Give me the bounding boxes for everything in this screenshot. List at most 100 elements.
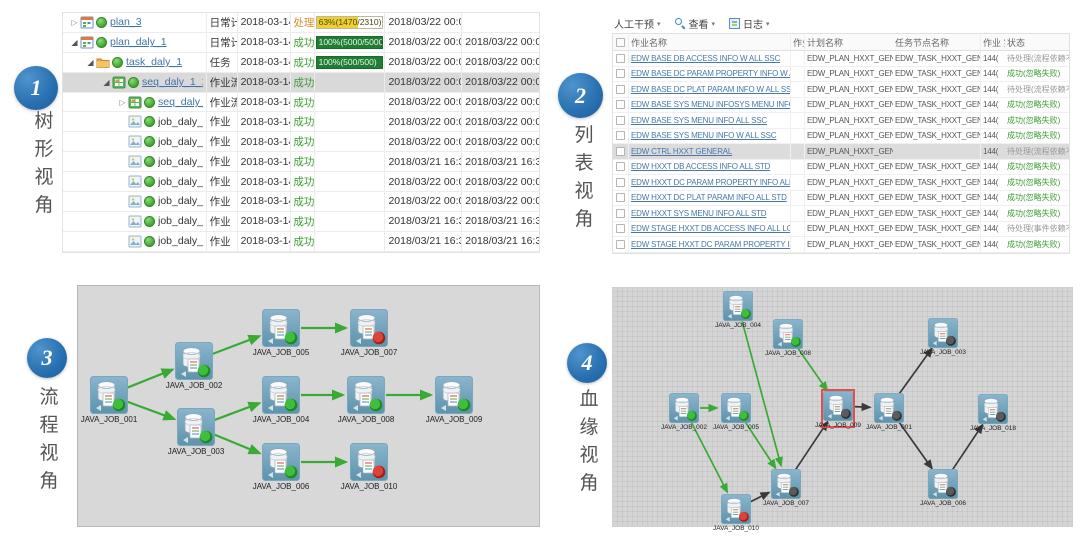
expand-toggle-icon[interactable]: ◢ [103,77,110,87]
row-checkbox[interactable] [616,177,625,187]
header-plan-name[interactable]: 计划名称 [807,37,844,48]
list-row[interactable]: EDW STAGE HXXT DB ACCESS INFO ALL LOAD ED… [613,221,1069,237]
job-node-JAVA_JOB_002[interactable]: JAVA_JOB_002 [166,342,222,390]
job-name-link[interactable]: EDW BASE DB ACCESS INFO W ALL SSC [631,53,781,63]
toolbar-button-查看[interactable]: 查看 ▾ [674,16,715,31]
list-row[interactable]: EDW BASE DB ACCESS INFO W ALL SSC EDW_PLA… [613,51,1069,67]
job-node-JAVA_JOB_005[interactable]: JAVA_JOB_005 [253,309,309,357]
job-node-JAVA_JOB_006[interactable]: JAVA_JOB_006 [920,469,966,507]
job-name-link[interactable]: EDW HXXT DB ACCESS INFO ALL STD [631,162,771,172]
job-name-link[interactable]: EDW BASE SYS MENU INFOSYS MENU INFO ALL … [631,100,790,110]
header-task-node-name[interactable]: 任务节点名称 [893,34,981,50]
toolbar-button-label: 人工干预 [614,20,654,31]
job-name-link[interactable]: EDW BASE SYS MENU INFO ALL SSC [631,115,767,125]
row-checkbox[interactable] [616,208,625,218]
row-checkbox[interactable] [616,53,625,63]
job-node-label: JAVA_JOB_010 [340,482,398,491]
job-node-JAVA_JOB_004[interactable]: JAVA_JOB_004 [253,376,309,424]
tree-row[interactable]: ◢ task_daly_1 任务 2018-03-14 成功 100%(500/500) 2… [63,52,539,73]
job-node-JAVA_JOB_007[interactable]: JAVA_JOB_007 [763,469,809,507]
row-checkbox[interactable] [616,131,625,141]
job-node-JAVA_JOB_009[interactable]: JAVA_JOB_009 [426,376,482,424]
tree-row[interactable]: ▷ plan_3 日常计划2018-03-14处理中63%(1470/2310)20… [63,13,539,33]
tree-item-name[interactable]: seq_daly_1_1 [142,76,203,89]
tree-end-time-cell: 2018/03/22 00:09:13 [465,36,540,49]
expand-toggle-icon[interactable]: ◢ [71,37,78,47]
list-row[interactable]: EDW HXXT SYS MENU INFO ALL STD EDW_PLAN_H… [613,206,1069,222]
tree-status-cell: 成功 [291,192,315,211]
job-node-JAVA_JOB_007[interactable]: JAVA_JOB_007 [341,309,397,357]
job-node-JAVA_JOB_018[interactable]: JAVA_JOB_018 [970,394,1016,432]
job-node-JAVA_JOB_010[interactable]: JAVA_JOB_010 [341,443,397,491]
job-name-link[interactable]: EDW HXXT DC PLAT PARAM INFO ALL STD [631,193,787,203]
view-label-char: 视 [39,443,59,464]
tree-row[interactable]: ◢ plan_daly_1 日常计划2018-03-14成功100%(5000/50… [63,32,540,53]
job-name-link[interactable]: EDW BASE DC PLAT PARAM INFO W ALL SSC [631,84,791,94]
header-status[interactable]: 状态 [1007,37,1026,48]
tree-item-name[interactable]: plan_3 [110,16,142,29]
row-checkbox[interactable] [616,224,625,234]
job-node-JAVA_JOB_003[interactable]: JAVA_JOB_003 [920,318,966,356]
tree-item-name[interactable]: plan_daly_1 [110,36,167,49]
job-node-JAVA_JOB_009[interactable]: JAVA_JOB_009 [815,389,861,429]
tree-item-name[interactable]: task_daly_1 [126,56,183,69]
row-checkbox[interactable] [616,146,625,156]
job-node-JAVA_JOB_002[interactable]: JAVA_JOB_002 [661,393,707,431]
job-name-link[interactable]: EDW BASE SYS MENU INFO W ALL SSC [631,131,777,141]
list-row[interactable]: EDW HXXT DC PARAM PROPERTY INFO ALL STD E… [613,175,1069,191]
job-name-link[interactable]: EDW HXXT SYS MENU INFO ALL STD [631,208,767,218]
list-row[interactable]: EDW BASE SYS MENU INFO W ALL SSC EDW_PLAN… [613,128,1069,144]
tree-progress-cell [315,152,386,172]
list-row[interactable]: EDW BASE DC PARAM PROPERTY INFO W ALL SS… [613,66,1069,82]
header-instance[interactable]: 作业 实例 [983,37,1005,48]
job-name-link[interactable]: EDW BASE DC PARAM PROPERTY INFO W ALL SS… [631,69,790,79]
row-checkbox[interactable] [616,115,625,125]
list-row[interactable]: EDW BASE DC PLAT PARAM INFO W ALL SSC EDW… [613,82,1069,98]
job-node-JAVA_JOB_003[interactable]: JAVA_JOB_003 [168,408,224,456]
row-checkbox[interactable] [616,239,625,249]
row-checkbox[interactable] [616,100,625,110]
job-name-link[interactable]: EDW HXXT DC PARAM PROPERTY INFO ALL STD [631,177,790,187]
toolbar-button-人工干预[interactable]: 人工干预 ▾ [614,16,661,31]
row-checkbox[interactable] [616,162,625,172]
job-name-link[interactable]: EDW CTRL HXXT GENERAL [631,146,733,156]
job-node-JAVA_JOB_001[interactable]: JAVA_JOB_001 [81,376,137,424]
toolbar-button-日志[interactable]: 日志 ▾ [729,16,770,31]
row-checkbox[interactable] [616,193,625,203]
row-checkbox[interactable] [616,69,625,79]
list-row[interactable]: EDW STAGE HXXT DC PARAM PROPERTY INFO AL… [613,237,1069,253]
job-node-JAVA_JOB_001[interactable]: JAVA_JOB_001 [866,393,912,431]
job-node-JAVA_JOB_005[interactable]: JAVA_JOB_005 [713,393,759,431]
job-node-JAVA_JOB_004[interactable]: JAVA_JOB_004 [715,291,761,329]
expand-toggle-icon[interactable]: ▷ [119,97,126,107]
list-row[interactable]: EDW BASE SYS MENU INFOSYS MENU INFO ALL … [613,97,1069,113]
list-row[interactable]: EDW BASE SYS MENU INFO ALL SSC EDW_PLAN_H… [613,113,1069,129]
row-checkbox[interactable] [616,84,625,94]
job-name-link[interactable]: EDW STAGE HXXT DC PARAM PROPERTY INFO AL… [631,239,790,249]
select-all-checkbox[interactable] [616,37,625,47]
job-node-JAVA_JOB_010[interactable]: JAVA_JOB_010 [713,494,759,532]
expand-toggle-icon[interactable]: ▷ [71,17,78,27]
header-job-name[interactable]: 作业名称 [629,34,791,50]
tree-item-name[interactable]: seq_daly_1_4 [158,96,203,108]
instance-value: 144( [983,100,999,110]
list-row[interactable]: EDW CTRL HXXT GENERAL EDW_PLAN_HXXT_GENER… [613,144,1069,160]
job-node-label: JAVA_JOB_002 [165,381,223,390]
job-node-JAVA_JOB_006[interactable]: JAVA_JOB_006 [253,443,309,491]
job-name-link[interactable]: EDW STAGE HXXT DB ACCESS INFO ALL LOAD [631,224,791,234]
list-row[interactable]: EDW HXXT DB ACCESS INFO ALL STD EDW_PLAN_… [613,159,1069,175]
job-node-JAVA_JOB_008[interactable]: JAVA_JOB_008 [338,376,394,424]
list-row[interactable]: EDW HXXT DC PLAT PARAM INFO ALL STD EDW_P… [613,190,1069,206]
job-node-JAVA_JOB_008[interactable]: JAVA_JOB_008 [765,319,811,357]
header-job-mini[interactable]: 作业 [791,34,805,50]
expand-toggle-icon[interactable]: ◢ [87,57,94,67]
